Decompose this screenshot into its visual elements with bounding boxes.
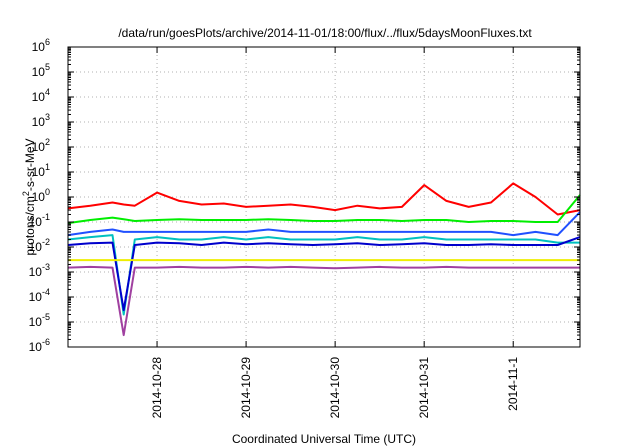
y-tick-label: 105 xyxy=(32,62,50,79)
series-group xyxy=(67,182,581,337)
x-axis-label: Coordinated Universal Time (UTC) xyxy=(232,432,416,446)
y-tick-label: 100 xyxy=(32,187,50,204)
series-line-4 xyxy=(67,234,580,316)
series-line-7 xyxy=(67,265,580,337)
series-line-1 xyxy=(67,182,581,216)
y-axis-label: protons/cm2-s-sr-MeV xyxy=(21,138,37,255)
x-tick-label: 2014-10-29 xyxy=(239,357,253,419)
y-tick-label: 10-5 xyxy=(29,312,50,329)
x-axis: 2014-10-28 2014-10-29 2014-10-30 2014-10-31… xyxy=(150,47,520,418)
y-tick-label: 10-2 xyxy=(29,237,50,254)
x-tick-label: 2014-10-31 xyxy=(417,357,431,419)
grid xyxy=(68,47,580,347)
series-line-2 xyxy=(67,194,581,225)
y-tick-label: 10-3 xyxy=(29,262,50,279)
y-tick-label: 10-6 xyxy=(29,337,50,354)
y-axis: 10-6 10-5 10-4 10-3 10-2 10-1 100 101 102 103 104 1… xyxy=(29,37,580,354)
y-tick-label: 102 xyxy=(32,137,50,154)
x-tick-label: 2014-10-30 xyxy=(328,357,342,419)
y-tick-label: 104 xyxy=(32,87,50,104)
y-tick-label: 10-4 xyxy=(29,287,50,304)
y-tick-label: 106 xyxy=(32,37,50,54)
x-tick-label: 2014-11-1 xyxy=(506,357,520,411)
series-line-3 xyxy=(67,211,581,237)
chart-title: /data/run/goesPlots/archive/2014-11-01/1… xyxy=(118,26,532,40)
y-tick-label: 10-1 xyxy=(29,212,50,229)
x-tick-label: 2014-10-28 xyxy=(150,357,164,419)
y-tick-label: 103 xyxy=(32,112,50,129)
series-line-5 xyxy=(67,236,581,312)
y-tick-label: 101 xyxy=(32,162,50,179)
